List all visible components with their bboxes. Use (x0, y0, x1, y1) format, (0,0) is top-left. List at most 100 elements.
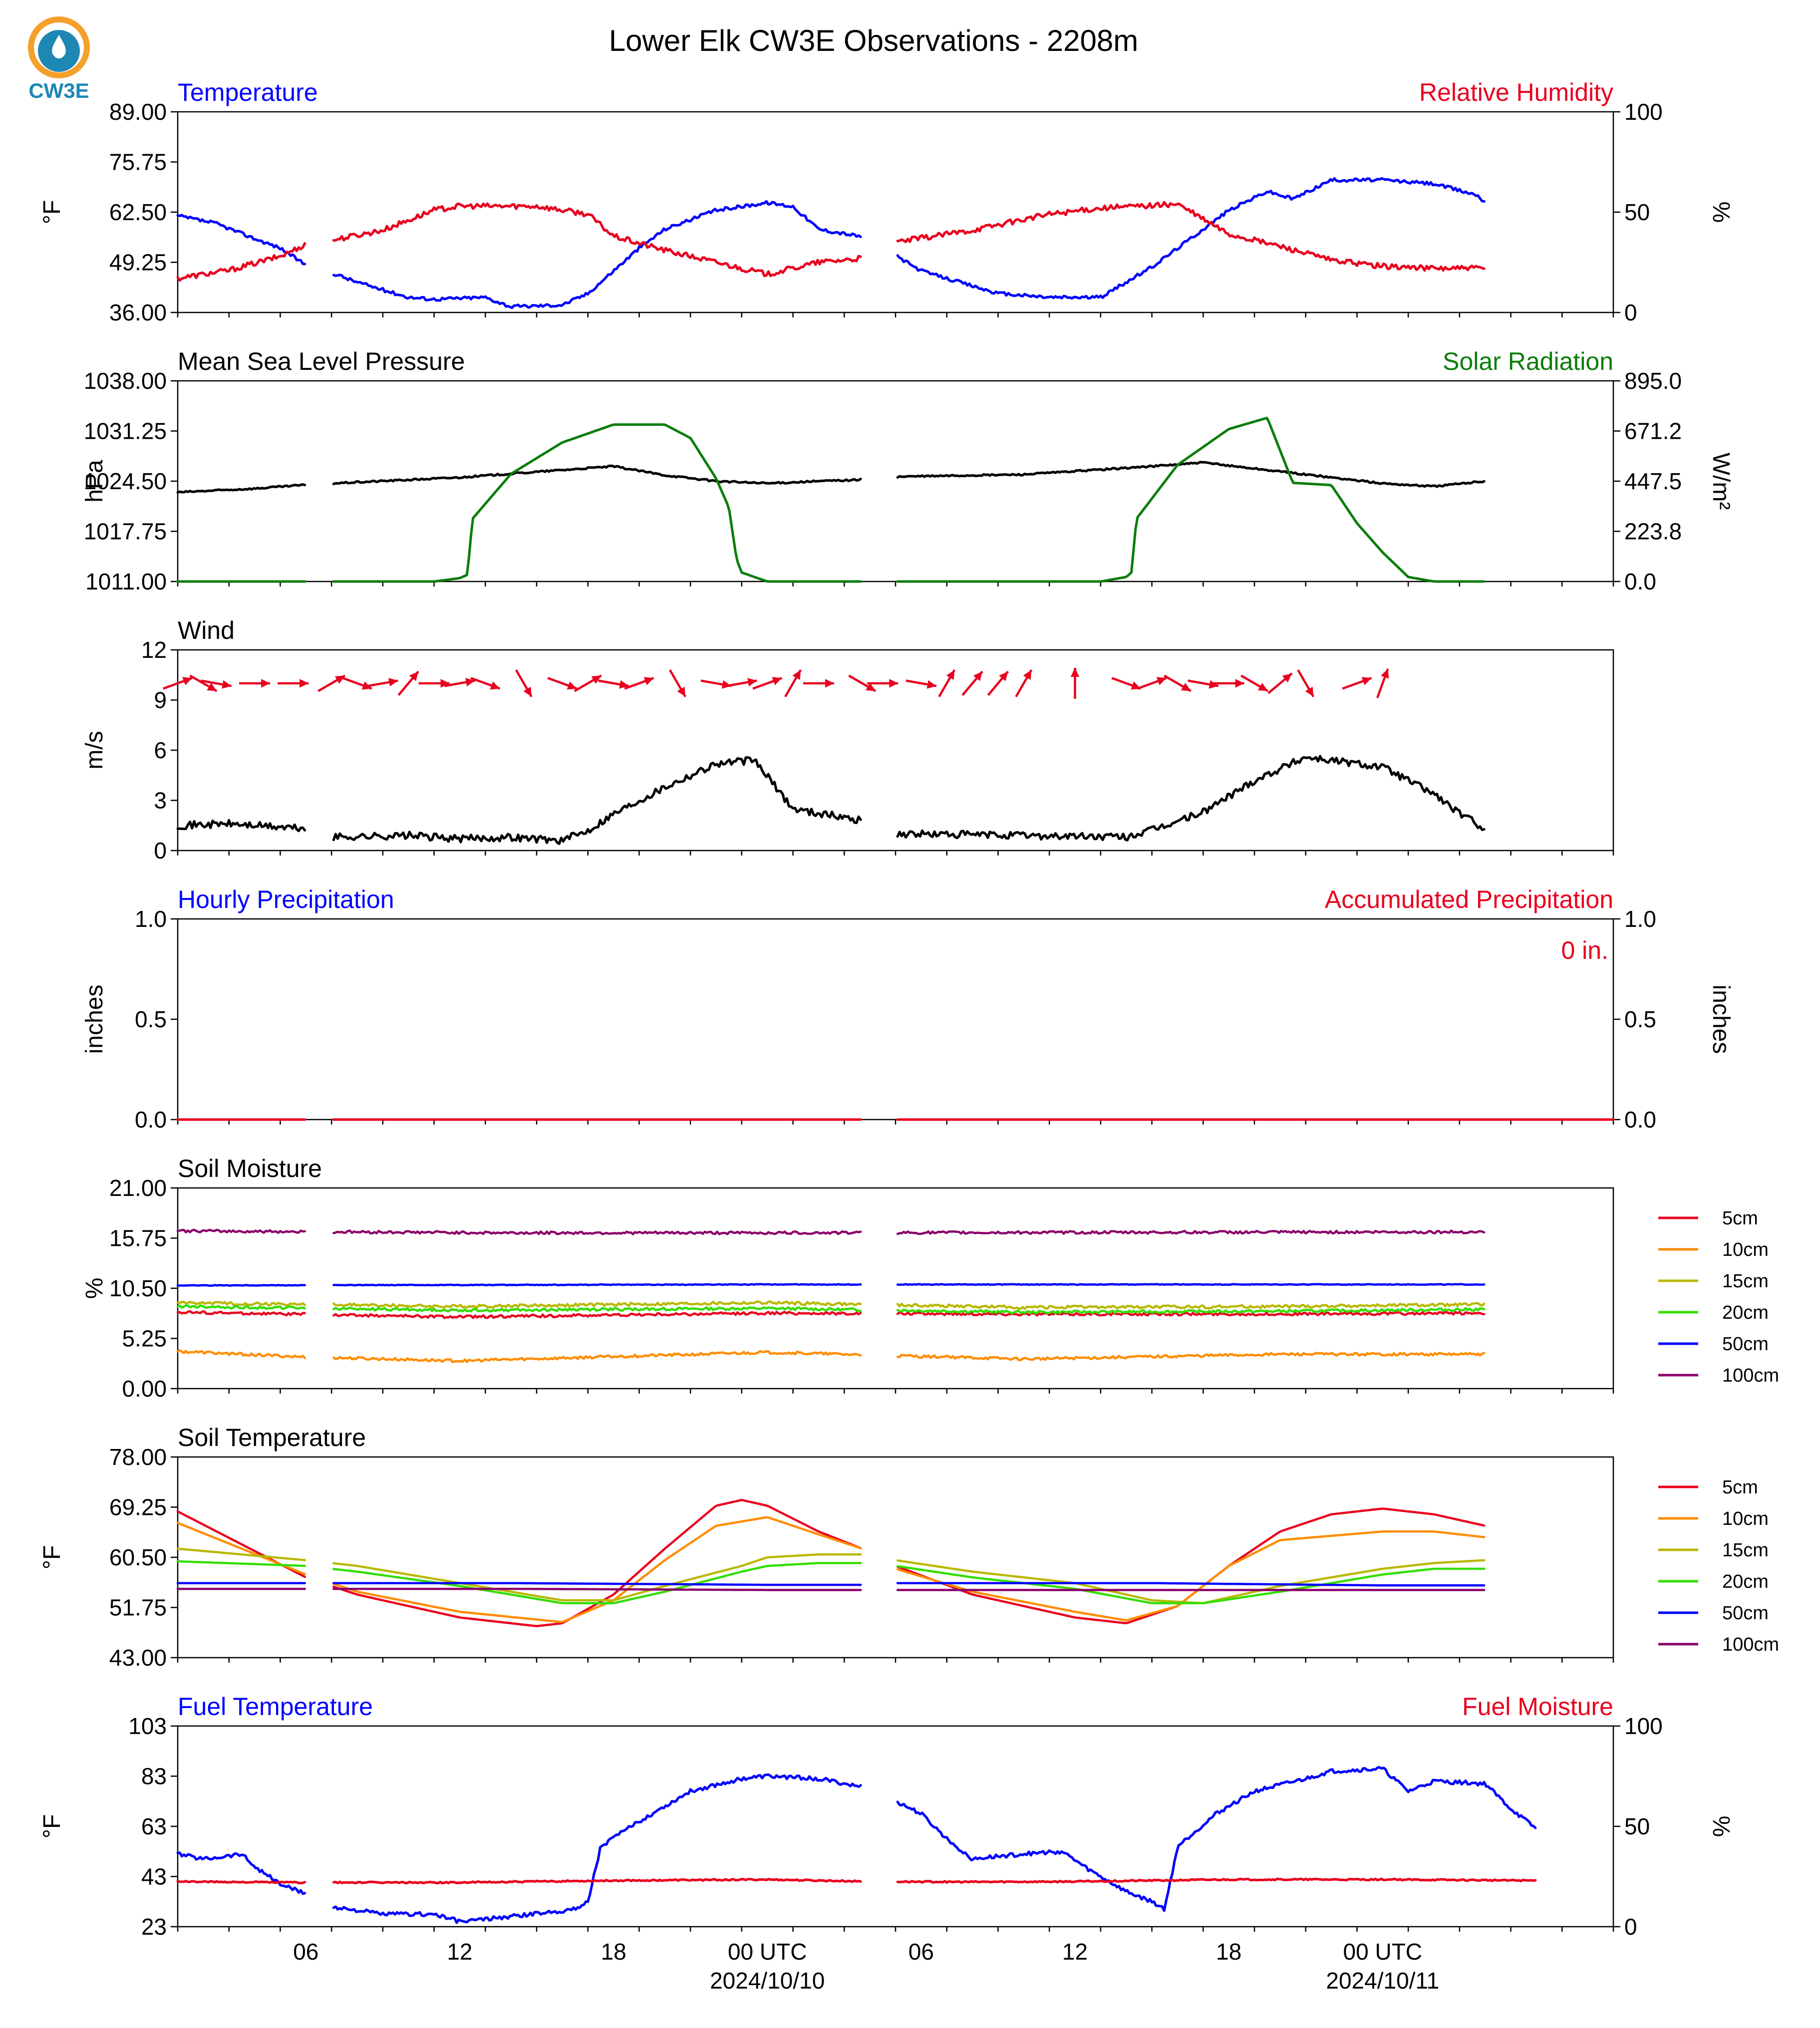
wind-arrow-head (261, 679, 271, 688)
series-line-10cm (176, 1349, 1486, 1363)
y-tick-label: 63 (141, 1813, 167, 1839)
wind-arrow-head (772, 677, 782, 685)
wind-arrow-head (677, 686, 685, 697)
wind-arrow-icon (201, 679, 232, 689)
legend-label: 20cm (1722, 1302, 1769, 1323)
wind-arrow-head (747, 678, 757, 687)
wind-arrow-head (182, 677, 193, 685)
wind-arrow-icon (239, 679, 271, 688)
wind-arrow-icon (784, 669, 802, 697)
y-tick-label: 9 (154, 687, 167, 713)
y-tick-label: 75.75 (109, 149, 167, 175)
legend: 5cm 10cm 15cm 20cm 50cm 100cm (1658, 1477, 1779, 1655)
panels-container: Temperature Relative Humidity36.0049.2562… (39, 78, 1779, 1994)
wind-arrow-head (300, 679, 309, 688)
series-line (176, 1877, 1537, 1885)
wind-arrow-head (222, 680, 232, 689)
y-axis-label: °F (39, 1545, 65, 1570)
y2-axis-label: % (1708, 202, 1734, 223)
wind-arrow-icon (418, 679, 450, 688)
y2-tick-label: 100 (1624, 1713, 1663, 1739)
wind-arrow-head (889, 679, 899, 688)
wind-arrow-icon (1137, 677, 1167, 690)
panel-title-left: Soil Moisture (178, 1155, 322, 1182)
y-tick-label: 12 (141, 637, 167, 663)
y2-tick-label: 50 (1624, 199, 1650, 225)
wind-arrow-icon (803, 679, 834, 688)
wind-arrow-head (1282, 673, 1292, 683)
y2-tick-label: 671.2 (1624, 418, 1682, 444)
panel-title-left: Mean Sea Level Pressure (178, 347, 465, 375)
wind-arrow-head (1023, 670, 1032, 680)
wind-arrow-head (409, 671, 419, 681)
y-tick-label: 43.00 (109, 1645, 167, 1671)
wind-arrow-head (490, 681, 500, 690)
figure-title: Lower Elk CW3E Observations - 2208m (609, 24, 1138, 57)
legend-label: 15cm (1722, 1540, 1769, 1561)
y2-axis-label: W/m² (1708, 453, 1734, 510)
y-tick-label: 1038.00 (84, 368, 167, 394)
y-tick-label: 43 (141, 1864, 167, 1890)
x-date-label: 2024/10/10 (710, 1968, 825, 1994)
y-axis-label: °F (39, 1814, 65, 1839)
y-tick-label: 10.50 (109, 1275, 167, 1301)
y2-tick-label: 0.0 (1624, 1107, 1656, 1133)
x-tick-label: 00 UTC (1343, 1939, 1422, 1965)
series-line-100cm (176, 1228, 1486, 1235)
y2-tick-label: 50 (1624, 1813, 1650, 1839)
y-tick-label: 103 (128, 1713, 167, 1739)
y-tick-label: 69.25 (109, 1494, 167, 1520)
wind-arrow-icon (700, 679, 732, 689)
y-tick-label: 1011.00 (85, 569, 167, 594)
wind-arrow-head (388, 678, 398, 687)
logo-ring (28, 16, 90, 78)
wind-arrow-icon (342, 677, 372, 690)
panel-soil_moisture: Soil Moisture 0.00 5.25 10.50 15.75 21.00% 5cm… (81, 1155, 1779, 1402)
y-tick-label: 5.25 (122, 1326, 167, 1352)
wind-arrow-icon (906, 679, 937, 689)
wind-arrow-head (335, 675, 345, 684)
wind-arrow-icon (669, 669, 686, 697)
wind-arrow-head (1361, 677, 1372, 685)
y-axis-label: m/s (81, 731, 108, 769)
y-axis-label: °F (39, 200, 65, 225)
wind-arrow-icon (1213, 679, 1244, 688)
y-tick-label: 0 (154, 838, 167, 864)
x-tick-label: 00 UTC (728, 1939, 807, 1965)
series-line-5cm (176, 1310, 1486, 1319)
wind-arrow-icon (961, 670, 983, 696)
panel-title-left: Fuel Temperature (178, 1693, 373, 1721)
wind-arrow-head (1156, 677, 1167, 685)
y-tick-label: 60.50 (109, 1544, 167, 1570)
y-tick-label: 1017.75 (84, 519, 167, 545)
wind-arrow-icon (848, 674, 877, 692)
y2-tick-label: 0.5 (1624, 1006, 1656, 1032)
x-tick-label: 12 (447, 1939, 472, 1965)
wind-arrow-icon (515, 669, 533, 697)
wind-arrow-head (825, 679, 834, 688)
panel-title-right: Solar Radiation (1443, 347, 1613, 375)
y2-tick-label: 0 (1624, 1914, 1637, 1940)
series-line-50cm (176, 1582, 1486, 1587)
y-tick-label: 36.00 (109, 299, 167, 325)
x-tick-label: 18 (601, 1939, 626, 1965)
legend-label: 20cm (1722, 1571, 1769, 1592)
plot-frame (177, 1725, 1614, 1928)
wind-arrow-icon (278, 679, 309, 688)
wind-arrow-icon (1376, 668, 1389, 698)
legend-label: 5cm (1722, 1477, 1758, 1498)
legend-label: 100cm (1722, 1634, 1779, 1655)
panel-title-left: Wind (178, 616, 235, 644)
wind-arrow-icon (397, 670, 419, 696)
plot-frame (177, 1456, 1614, 1659)
x-date-label: 2024/10/11 (1326, 1968, 1439, 1994)
series-line-20cm (176, 1560, 1486, 1605)
y-tick-label: 0.0 (135, 1107, 167, 1133)
y2-tick-label: 100 (1624, 99, 1663, 125)
wind-arrow-icon (1015, 669, 1033, 697)
y-tick-label: 78.00 (109, 1444, 167, 1470)
x-tick-label: 06 (293, 1939, 318, 1965)
legend-label: 50cm (1722, 1603, 1769, 1624)
